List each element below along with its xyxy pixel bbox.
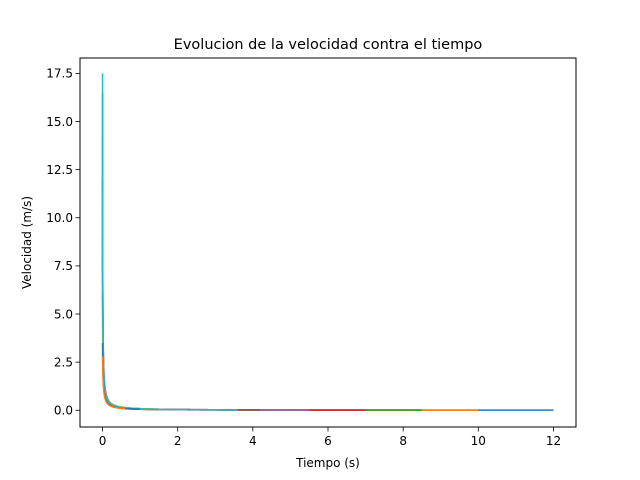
y-tick-label: 7.5 [54,259,73,273]
x-tick-label: 10 [471,434,486,448]
x-tick-label: 12 [546,434,561,448]
x-tick-label: 0 [99,434,107,448]
y-tick-label: 5.0 [54,307,73,321]
y-axis-label: Velocidad (m/s) [20,196,34,289]
series-line-12 [101,355,126,410]
y-tick-label: 12.5 [46,163,73,177]
y-tick-label: 0.0 [54,404,73,418]
x-axis-label: Tiempo (s) [295,456,360,470]
y-tick-label: 2.5 [54,355,73,369]
x-tick-label: 8 [399,434,407,448]
y-axis-ticks: 0.0 2.5 5.0 7.5 10.0 12.5 15.0 17.5 [46,67,80,418]
x-axis-ticks: 0 2 4 6 8 10 12 [99,427,561,448]
series-layer [101,73,554,411]
plot-frame [79,57,577,428]
x-tick-label: 2 [174,434,182,448]
y-tick-label: 17.5 [46,67,73,81]
y-tick-label: 15.0 [46,115,73,129]
x-tick-label: 4 [249,434,257,448]
x-tick-label: 6 [324,434,332,448]
chart-title: Evolucion de la velocidad contra el tiem… [174,37,483,53]
y-tick-label: 10.0 [46,211,73,225]
